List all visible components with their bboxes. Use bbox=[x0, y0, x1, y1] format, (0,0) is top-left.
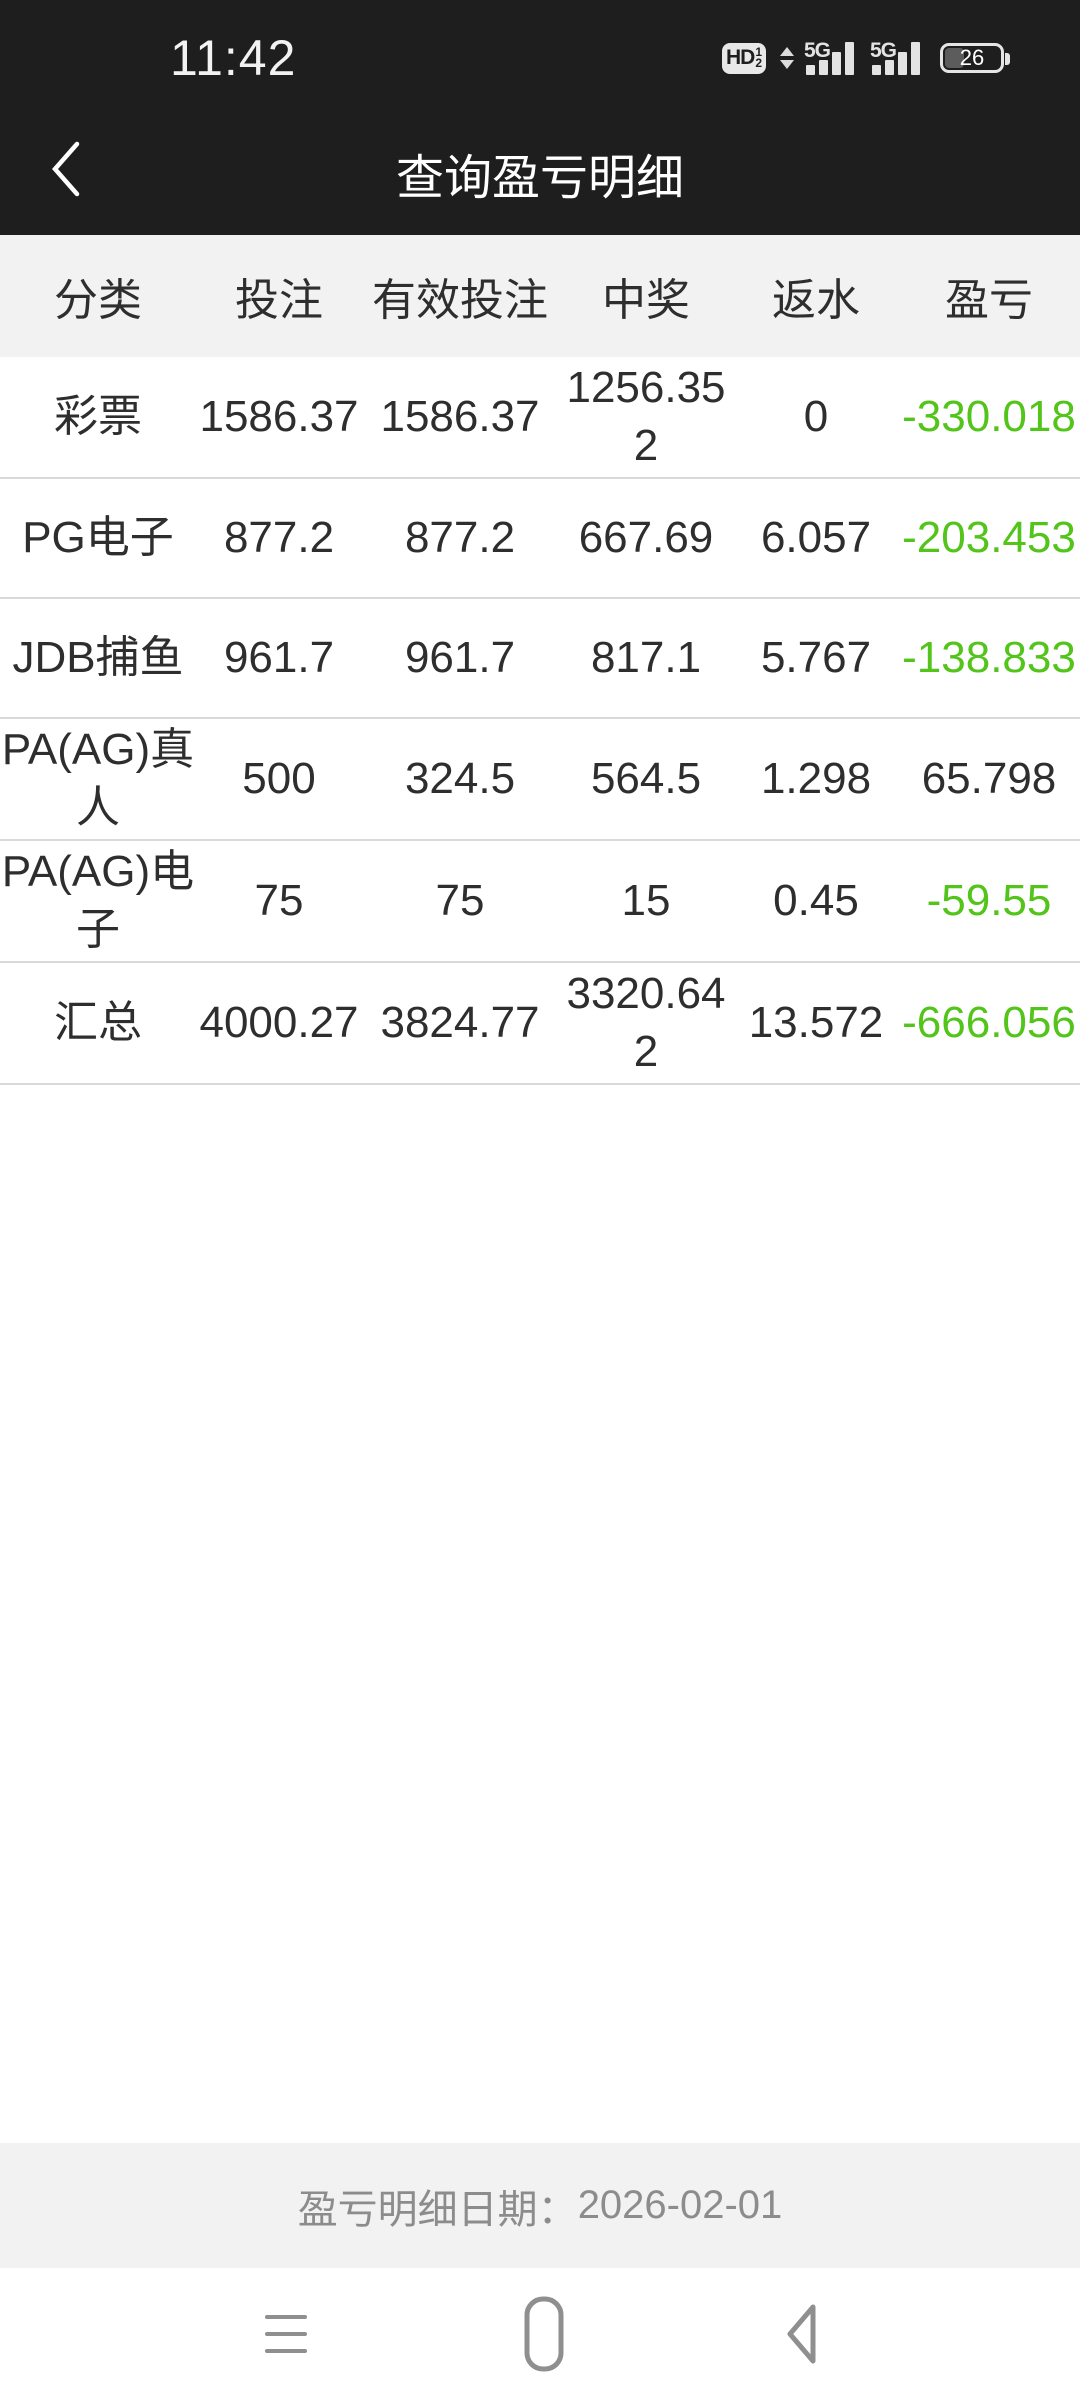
table-row-pa-ag-live: PA(AG)真人 500 324.5 564.5 1.298 65.798 bbox=[0, 718, 1080, 841]
cell-bet: 4000.27 bbox=[196, 962, 362, 1085]
cell-valid-bet: 877.2 bbox=[362, 478, 558, 599]
clock-text: 11:42 bbox=[170, 30, 297, 86]
report-date-label: 盈亏明细日期： bbox=[297, 2187, 578, 2232]
cell-bet: 877.2 bbox=[196, 478, 362, 599]
cell-profit: -138.833 bbox=[898, 598, 1080, 719]
table-row-pg-slots: PG电子 877.2 877.2 667.69 6.057 -203.453 bbox=[0, 478, 1080, 599]
cell-win: 817.1 bbox=[558, 598, 734, 719]
cell-category: 彩票 bbox=[0, 357, 196, 479]
report-date-value: 2026-02-01 bbox=[577, 2183, 783, 2227]
cell-category: 汇总 bbox=[0, 962, 196, 1085]
status-icons: HD 1 2 5G 5G bbox=[722, 38, 1010, 78]
cell-win: 667.69 bbox=[558, 478, 734, 599]
column-header-valid-bet: 有效投注 bbox=[362, 235, 558, 357]
cell-win: 3320.642 bbox=[558, 962, 734, 1085]
table-header-row: 分类 投注 有效投注 中奖 返水 盈亏 bbox=[0, 235, 1080, 357]
home-button[interactable] bbox=[484, 2268, 604, 2400]
cell-rebate: 13.572 bbox=[734, 962, 898, 1085]
cell-rebate: 0 bbox=[734, 357, 898, 479]
cell-win: 1256.352 bbox=[558, 357, 734, 479]
cell-valid-bet: 1586.37 bbox=[362, 357, 558, 479]
report-date-band: 盈亏明细日期： 2026-02-01 bbox=[0, 2143, 1080, 2268]
cell-rebate: 0.45 bbox=[734, 840, 898, 963]
home-pill-icon bbox=[524, 2296, 564, 2372]
data-activity-arrows-icon bbox=[780, 47, 794, 69]
recents-hamburger-icon bbox=[265, 2315, 307, 2353]
back-button[interactable] bbox=[30, 124, 100, 214]
cell-profit: -59.55 bbox=[898, 840, 1080, 963]
cell-rebate: 1.298 bbox=[734, 718, 898, 841]
column-header-profit: 盈亏 bbox=[898, 235, 1080, 357]
signal-strength-icon-sim2: 5G bbox=[870, 39, 922, 75]
cell-valid-bet: 3824.77 bbox=[362, 962, 558, 1085]
battery-percent-text: 26 bbox=[959, 45, 985, 70]
column-header-category: 分类 bbox=[0, 235, 196, 357]
profit-loss-table: 分类 投注 有效投注 中奖 返水 盈亏 彩票 1586.37 1586.37 1… bbox=[0, 235, 1080, 1085]
table-row-total: 汇总 4000.27 3824.77 3320.642 13.572 -666.… bbox=[0, 962, 1080, 1085]
hd-volte-icon: HD 1 2 bbox=[722, 42, 766, 74]
cell-profit: 65.798 bbox=[898, 718, 1080, 841]
signal-strength-icon-sim1: 5G bbox=[804, 39, 856, 75]
system-nav-bar bbox=[0, 2268, 1080, 2400]
cell-win: 15 bbox=[558, 840, 734, 963]
app-header: 11:42 HD 1 2 5G bbox=[0, 0, 1080, 235]
cell-profit: -666.056 bbox=[898, 962, 1080, 1085]
cell-rebate: 5.767 bbox=[734, 598, 898, 719]
cell-valid-bet: 75 bbox=[362, 840, 558, 963]
cell-bet: 500 bbox=[196, 718, 362, 841]
cell-valid-bet: 324.5 bbox=[362, 718, 558, 841]
title-bar: 查询盈亏明细 bbox=[0, 118, 1080, 228]
recents-button[interactable] bbox=[226, 2268, 346, 2400]
nav-back-button[interactable] bbox=[742, 2268, 862, 2400]
cell-category: JDB捕鱼 bbox=[0, 598, 196, 719]
cell-category: PA(AG)电子 bbox=[0, 840, 196, 963]
cell-rebate: 6.057 bbox=[734, 478, 898, 599]
column-header-win: 中奖 bbox=[558, 235, 734, 357]
table-row-jdb-fishing: JDB捕鱼 961.7 961.7 817.1 5.767 -138.833 bbox=[0, 598, 1080, 719]
page-title: 查询盈亏明细 bbox=[395, 152, 684, 205]
cell-category: PG电子 bbox=[0, 478, 196, 599]
cell-profit: -330.018 bbox=[898, 357, 1080, 479]
cell-bet: 961.7 bbox=[196, 598, 362, 719]
column-header-rebate: 返水 bbox=[734, 235, 898, 357]
battery-icon: 26 bbox=[940, 43, 1010, 73]
back-triangle-icon bbox=[787, 2304, 816, 2364]
column-header-bet: 投注 bbox=[196, 235, 362, 357]
cell-valid-bet: 961.7 bbox=[362, 598, 558, 719]
cell-bet: 1586.37 bbox=[196, 357, 362, 479]
cell-win: 564.5 bbox=[558, 718, 734, 841]
status-bar: 11:42 HD 1 2 5G bbox=[0, 26, 1080, 90]
table-row-lottery: 彩票 1586.37 1586.37 1256.352 0 -330.018 bbox=[0, 357, 1080, 479]
cell-profit: -203.453 bbox=[898, 478, 1080, 599]
back-chevron-icon bbox=[52, 141, 80, 197]
table-row-pa-ag-slots: PA(AG)电子 75 75 15 0.45 -59.55 bbox=[0, 840, 1080, 963]
cell-category: PA(AG)真人 bbox=[0, 718, 196, 841]
cell-bet: 75 bbox=[196, 840, 362, 963]
